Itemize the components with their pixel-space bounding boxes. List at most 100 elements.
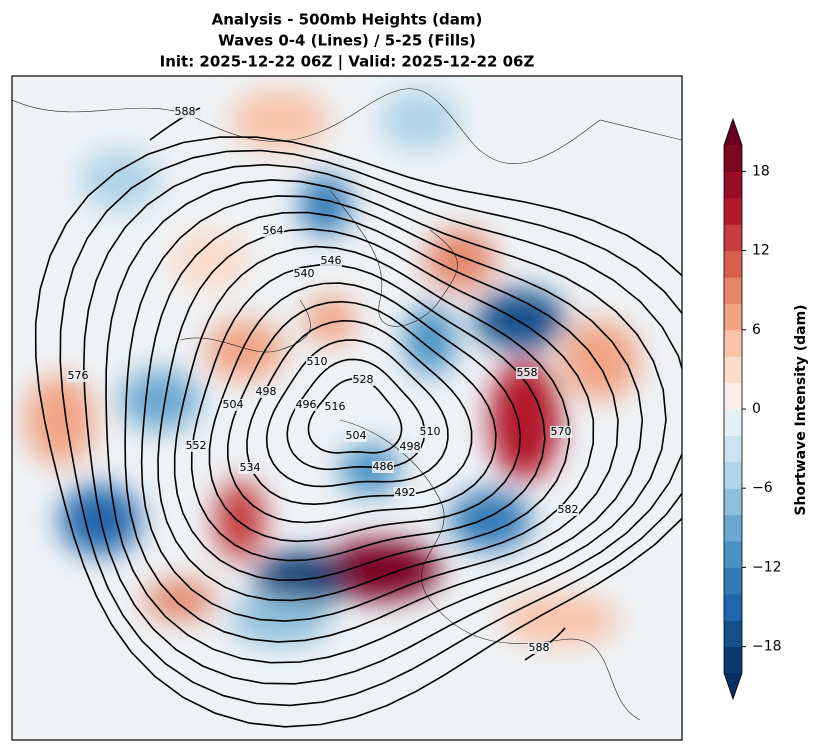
colorbar-band bbox=[724, 488, 742, 516]
colorbar-band bbox=[724, 277, 742, 304]
contour-label-bg bbox=[222, 399, 244, 411]
contour-label: 496 bbox=[296, 398, 317, 411]
height-contours bbox=[34, 107, 682, 728]
height-contour bbox=[82, 163, 682, 685]
contour-label-bg bbox=[399, 441, 421, 453]
contour-label-bg bbox=[185, 440, 207, 452]
contour-label-bg bbox=[372, 461, 394, 473]
contour-label: 510 bbox=[307, 355, 328, 368]
contour-label: 564 bbox=[263, 224, 284, 237]
contour-label-bg bbox=[324, 401, 346, 413]
contour-label: 576 bbox=[68, 369, 89, 382]
colorbar-extend-under bbox=[724, 673, 742, 699]
height-contour bbox=[173, 245, 571, 581]
coastline bbox=[12, 88, 682, 164]
colorbar-band bbox=[724, 303, 742, 331]
contour-label-bg bbox=[293, 268, 315, 280]
contour-label-bg bbox=[516, 367, 538, 379]
map: 588 564 546 540 576 510 498 504 496 516 528 552 534 5… bbox=[12, 76, 682, 740]
contour-label: 588 bbox=[175, 105, 196, 118]
height-contour bbox=[226, 300, 497, 524]
contour-label-bg bbox=[345, 430, 367, 442]
colorbar-tick-label: 12 bbox=[752, 243, 770, 259]
contour-label-bg bbox=[528, 642, 550, 654]
height-contour bbox=[59, 149, 682, 707]
contour-label-bg bbox=[174, 106, 196, 118]
contour-label-bg bbox=[306, 356, 328, 368]
contour-label-bg bbox=[557, 504, 579, 516]
map-frame bbox=[11, 75, 683, 741]
colorbar-band bbox=[724, 646, 742, 674]
height-contour bbox=[307, 377, 403, 454]
contour-label: 534 bbox=[240, 461, 261, 474]
colorbar-tick-label: −6 bbox=[752, 480, 773, 496]
colorbar-band bbox=[724, 593, 742, 621]
contour-label: 498 bbox=[256, 385, 277, 398]
colorbar-band bbox=[724, 329, 742, 357]
shortwave-blob bbox=[380, 90, 460, 150]
colorbar-band bbox=[724, 620, 742, 648]
shortwave-blob bbox=[80, 150, 160, 210]
contour-label-bg bbox=[419, 426, 441, 438]
contour-label: 516 bbox=[325, 400, 346, 413]
height-contour bbox=[124, 195, 644, 643]
shortwave-blob bbox=[305, 295, 355, 345]
contour-label: 498 bbox=[400, 440, 421, 453]
shortwave-blob bbox=[500, 595, 620, 645]
height-contour bbox=[208, 282, 522, 543]
contour-label: 570 bbox=[551, 425, 572, 438]
contour-labels: 588 564 546 540 576 510 498 504 496 516 528 552 534 5… bbox=[67, 105, 579, 654]
colorbar-band bbox=[724, 409, 742, 436]
shortwave-blob bbox=[145, 580, 215, 620]
colorbar-tick-label: 0 bbox=[752, 401, 761, 417]
shortwave-blob bbox=[450, 490, 530, 550]
title-line: Waves 0-4 (Lines) / 5-25 (Fills) bbox=[218, 32, 476, 50]
colorbar-band bbox=[724, 145, 742, 172]
coastline bbox=[329, 189, 458, 327]
title-line: Init: 2025-12-22 06Z | Valid: 2025-12-22… bbox=[160, 53, 535, 72]
contour-label-bg bbox=[352, 374, 374, 386]
contour-label-bg bbox=[262, 225, 284, 237]
shortwave-blob bbox=[205, 320, 285, 380]
coastline bbox=[339, 419, 641, 721]
contour-label-bg bbox=[394, 487, 416, 499]
colorbar-label: Shortwave Intensity (dam) bbox=[793, 304, 809, 515]
shortwave-blob bbox=[230, 90, 330, 150]
contour-label-bg bbox=[550, 426, 572, 438]
height-contour bbox=[149, 107, 201, 141]
height-contour bbox=[157, 228, 595, 602]
colorbar-band bbox=[724, 224, 742, 252]
colorbar: −18 −12 −6 0 6 12 18 bbox=[723, 117, 782, 701]
shortwave-blob bbox=[560, 320, 640, 400]
height-contour bbox=[265, 339, 449, 488]
colorbar-band bbox=[724, 514, 742, 542]
colorbar-band bbox=[724, 250, 742, 278]
colorbar-tick-label: 6 bbox=[752, 322, 761, 338]
contour-label: 582 bbox=[558, 503, 579, 516]
contour-label-bg bbox=[67, 370, 89, 382]
contour-label-bg bbox=[320, 255, 342, 267]
contour-label: 546 bbox=[321, 254, 342, 267]
colorbar-band bbox=[724, 382, 742, 410]
contour-label: 510 bbox=[420, 425, 441, 438]
contour-label: 528 bbox=[353, 373, 374, 386]
title-line: Analysis - 500mb Heights (dam) bbox=[212, 11, 483, 29]
shortwave-blob bbox=[120, 370, 200, 430]
height-contour bbox=[34, 136, 682, 728]
colorbar-band bbox=[724, 567, 742, 595]
contour-label: 486 bbox=[373, 460, 394, 473]
colorbar-tick-label: −12 bbox=[752, 559, 782, 575]
colorbar-band bbox=[724, 435, 742, 463]
contour-label: 552 bbox=[186, 439, 207, 452]
height-contour bbox=[190, 263, 546, 562]
contour-label-bg bbox=[255, 386, 277, 398]
colorbar-band bbox=[724, 541, 742, 568]
colorbar-band bbox=[724, 356, 742, 384]
shortwave-blob bbox=[475, 290, 565, 350]
colorbar-outline bbox=[723, 117, 743, 701]
contour-label: 504 bbox=[346, 429, 367, 442]
colorbar-tick-label: 18 bbox=[752, 163, 770, 179]
height-contour bbox=[140, 211, 619, 622]
contour-label: 492 bbox=[395, 486, 416, 499]
